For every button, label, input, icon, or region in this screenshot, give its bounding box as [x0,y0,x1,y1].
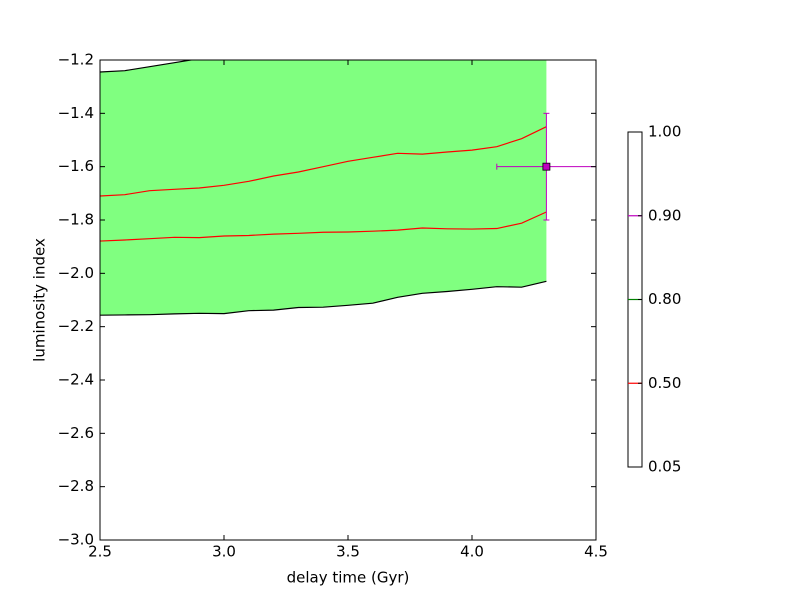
plot-area [100,60,547,316]
y-axis-label: luminosity index [31,238,49,362]
colorbar-tick-label: 0.90 [648,206,681,224]
colorbar-tick-label: 0.50 [648,374,681,392]
y-tick-label: −2.2 [58,317,94,335]
x-tick-label: 3.5 [336,543,360,561]
colorbar-tick-label: 0.80 [648,290,681,308]
contour-line [100,211,547,242]
y-tick-label: −2.8 [58,477,94,495]
x-tick-label: 2.5 [88,543,112,561]
y-tick-label: −2.4 [58,371,94,389]
y-tick-label: −3.0 [58,531,94,549]
contour-line [100,126,547,197]
y-tick-label: −1.2 [58,51,94,69]
y-tick-label: −2.6 [58,424,94,442]
x-tick-label: 4.0 [460,543,484,561]
colorbar-tick-label: 1.00 [648,123,681,141]
y-tick-label: −2.0 [58,264,94,282]
contour-line [100,280,547,316]
colorbar-tick-label: 0.05 [648,458,681,476]
y-tick-label: −1.4 [58,104,94,122]
y-tick-label: −1.6 [58,157,94,175]
confidence-band [100,60,547,316]
x-tick-label: 3.0 [212,543,236,561]
x-tick-label: 4.5 [584,543,608,561]
y-tick-label: −1.8 [58,211,94,229]
point-marker [542,162,551,171]
contour-line [100,60,195,73]
x-axis-label: delay time (Gyr) [287,569,410,587]
